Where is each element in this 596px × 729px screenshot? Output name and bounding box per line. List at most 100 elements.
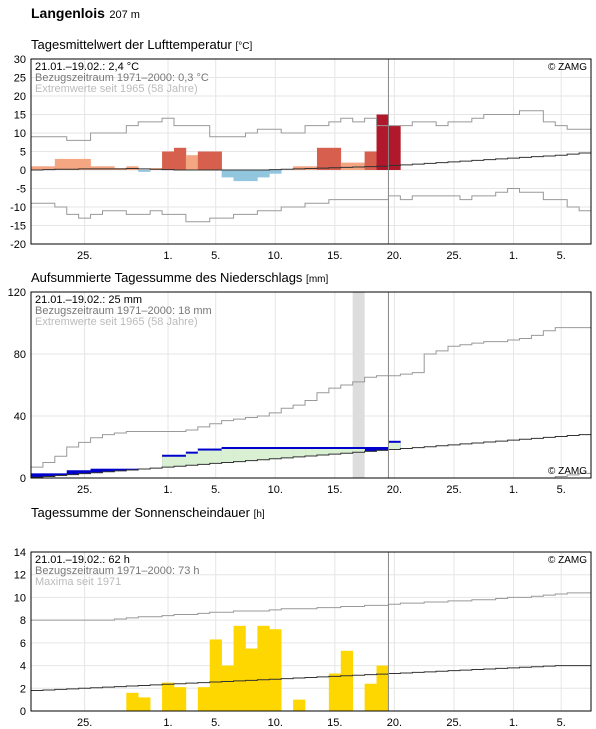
temperature-xtick-label: 25. <box>77 250 92 262</box>
temperature-ytick-label: 30 <box>14 54 26 66</box>
precipitation-ytick-label: 80 <box>14 349 26 361</box>
temperature-bar <box>31 166 44 170</box>
temperature-bar <box>316 147 330 170</box>
temperature-ytick-label: -5 <box>16 184 26 196</box>
sunshine-xtick-label: 15. <box>327 717 342 729</box>
temperature-xtick-label: 10. <box>268 250 283 262</box>
temperature-bar <box>173 147 187 170</box>
sunshine-ytick-label: 8 <box>20 615 26 627</box>
temperature-bar <box>293 166 306 170</box>
sunshine-bar <box>293 699 306 711</box>
precipitation-xtick-label: 10. <box>268 484 283 496</box>
temperature-bar <box>221 170 234 178</box>
precipitation-normal-fill <box>221 449 234 463</box>
precipitation-normal-fill <box>352 449 365 453</box>
precipitation-normal-fill <box>340 449 354 454</box>
temperature-unit: [°C] <box>235 41 252 52</box>
temperature-xtick-label: 25. <box>446 250 461 262</box>
precipitation-xtick-label: 25. <box>77 484 92 496</box>
temperature-credit: © ZAMG <box>548 62 587 73</box>
station-elevation: 207 m <box>109 9 140 21</box>
sunshine-title: Tagessumme der Sonnenscheindauer [h] <box>31 505 265 520</box>
temperature-bar <box>388 125 401 170</box>
precipitation-xtick-label: 20. <box>387 484 402 496</box>
precipitation-surplus-bar <box>364 447 377 452</box>
temperature-info-line: 21.01.–19.02.: 2,4 °C <box>35 61 139 73</box>
temperature-xtick-label: 5. <box>557 250 566 262</box>
precipitation-surplus-bar <box>102 468 115 472</box>
precipitation-missing-day-bar <box>352 292 365 478</box>
precipitation-normal-fill <box>328 449 342 455</box>
precipitation-surplus-bar <box>66 470 79 475</box>
precipitation-credit: © ZAMG <box>548 466 587 477</box>
precipitation-ytick-label: 40 <box>14 411 26 423</box>
sunshine-xtick-label: 10. <box>268 717 283 729</box>
precipitation-info-line: 21.01.–19.02.: 25 mm <box>35 294 142 306</box>
precipitation-normal-fill <box>197 450 211 465</box>
temperature-ytick-label: -15 <box>10 221 26 233</box>
precipitation-xtick-label: 1. <box>509 484 518 496</box>
sunshine-ytick-label: 6 <box>20 638 26 650</box>
precipitation-normal-fill <box>233 449 246 462</box>
temperature-bar <box>78 158 91 170</box>
sunshine-xtick-label: 5. <box>557 717 566 729</box>
precipitation-surplus-bar <box>376 447 389 451</box>
temperature-bar <box>245 170 258 182</box>
sunshine-xtick-label: 20. <box>387 717 402 729</box>
temperature-ytick-label: 10 <box>14 128 26 140</box>
temperature-frame <box>30 58 592 245</box>
temperature-bar <box>185 155 199 170</box>
sunshine-bar <box>340 650 354 711</box>
precipitation-normal-fill <box>388 442 401 450</box>
temperature-ytick-label: 20 <box>14 91 26 103</box>
temperature-ytick-label: -20 <box>10 239 26 251</box>
temperature-bar <box>162 151 175 170</box>
precipitation-surplus-bar <box>54 473 68 476</box>
sunshine-ytick-label: 14 <box>14 547 26 559</box>
sunshine-max-line <box>31 592 591 621</box>
precipitation-normal-fill <box>316 449 330 456</box>
sunshine-bar <box>269 629 282 711</box>
temperature-info-line: Extremwerte seit 1965 (58 Jahre) <box>35 83 198 95</box>
station-header: Langenlois 207 m <box>31 5 140 23</box>
sunshine-bar <box>245 648 258 711</box>
temperature-xtick-label: 1. <box>163 250 172 262</box>
temperature-ytick-label: 15 <box>14 110 26 122</box>
precipitation-normal-fill <box>173 456 187 467</box>
precipitation-ytick-label: 120 <box>8 287 26 299</box>
precipitation-normal-fill <box>269 449 282 459</box>
temperature-normal-line <box>31 152 591 171</box>
precipitation-normal-fill <box>209 450 222 464</box>
precipitation-normal-fill <box>245 449 258 461</box>
sunshine-ytick-label: 4 <box>20 661 26 673</box>
sunshine-bar <box>257 625 270 711</box>
temperature-bar <box>269 170 282 174</box>
temperature-bar <box>233 170 246 182</box>
temperature-ytick-label: 0 <box>20 165 26 177</box>
precipitation-normal-fill <box>185 453 199 466</box>
precipitation-unit: [mm] <box>306 274 328 285</box>
precipitation-surplus-bar <box>126 468 139 470</box>
temperature-bar <box>54 158 68 170</box>
temperature-bar <box>66 158 79 170</box>
sunshine-xtick-label: 25. <box>446 717 461 729</box>
sunshine-frame <box>30 551 592 712</box>
temperature-bar <box>90 166 103 170</box>
sunshine-info-line: Bezugszeitraum 1971–2000: 73 h <box>35 565 200 577</box>
precipitation-normal-fill <box>162 456 175 468</box>
sunshine-credit: © ZAMG <box>548 555 587 566</box>
sunshine-bar <box>364 683 377 711</box>
temperature-bar <box>197 151 211 170</box>
temperature-xtick-label: 20. <box>387 250 402 262</box>
precipitation-surplus-bar <box>42 473 56 477</box>
sunshine-bar <box>376 665 389 711</box>
temperature-title: Tagesmittelwert der Lufttemperatur [°C] <box>31 37 252 52</box>
sunshine-ytick-label: 2 <box>20 683 26 695</box>
sunshine-xtick-label: 1. <box>163 717 172 729</box>
precipitation-normal-fill <box>305 449 318 456</box>
temperature-bar <box>364 151 377 170</box>
sunshine-xtick-label: 25. <box>77 717 92 729</box>
sunshine-info-line: 21.01.–19.02.: 62 h <box>35 554 130 566</box>
